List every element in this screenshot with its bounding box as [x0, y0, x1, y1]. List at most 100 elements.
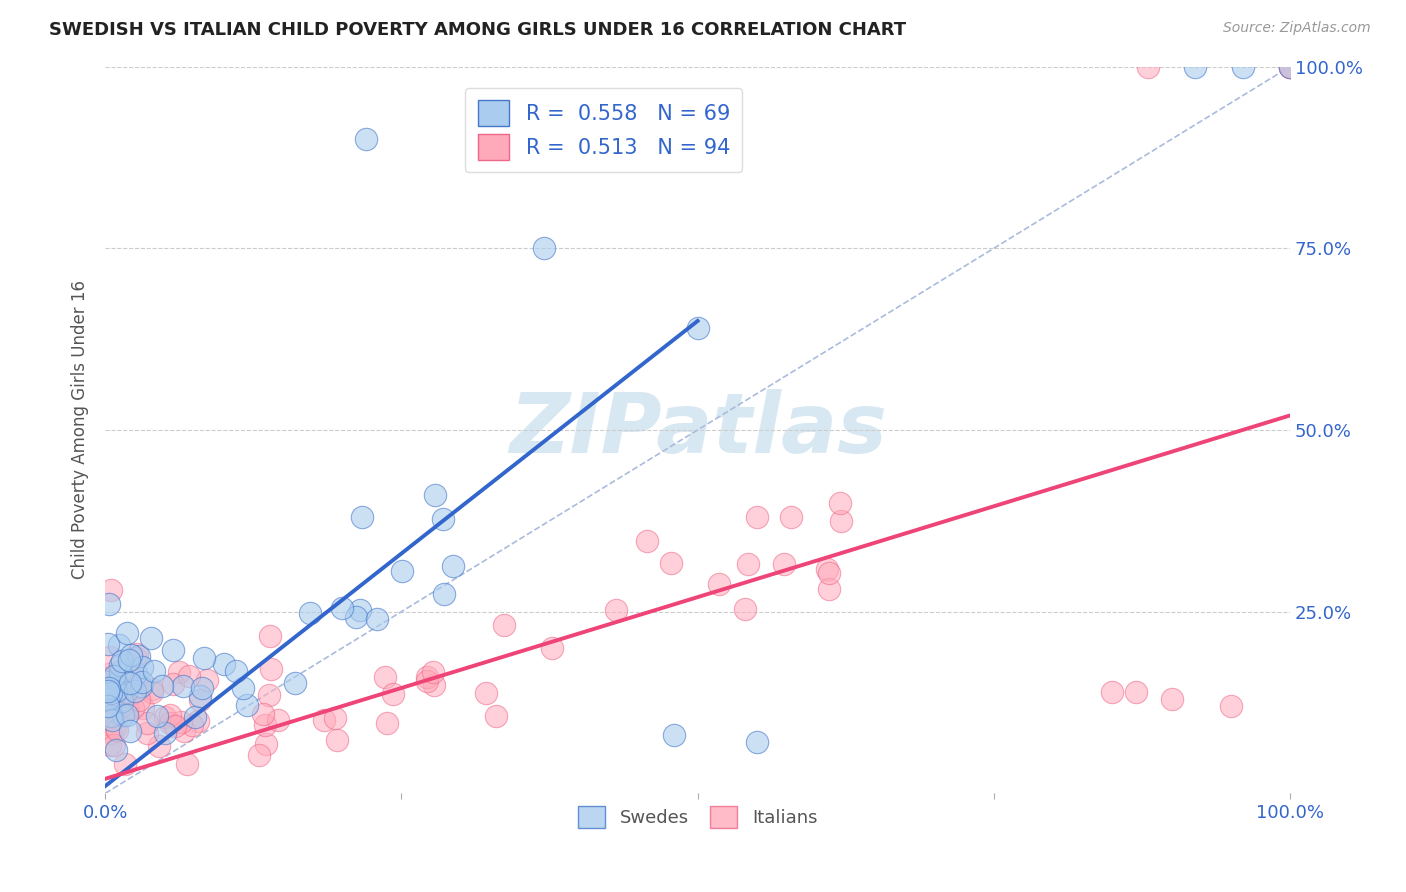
Point [257, 689, 280, 703]
Point [153, 710, 176, 724]
Point [432, 512, 454, 526]
Point [252, 706, 274, 721]
Point [830, 514, 852, 528]
Point [141, 685, 163, 699]
Point [131, 674, 153, 689]
Point [433, 587, 456, 601]
Point [115, 707, 138, 722]
Point [124, 666, 146, 681]
Point [97, 674, 120, 689]
Point [117, 701, 139, 715]
Point [114, 757, 136, 772]
Point [422, 678, 444, 692]
Point [100, 686, 122, 700]
Point [128, 648, 150, 663]
Point [540, 640, 562, 655]
Point [141, 682, 163, 697]
Point [492, 617, 515, 632]
Point [104, 720, 127, 734]
Point [187, 714, 209, 728]
Point [1279, 60, 1302, 74]
Point [104, 743, 127, 757]
Point [170, 714, 193, 729]
Point [111, 707, 134, 722]
Point [108, 638, 131, 652]
Point [485, 709, 508, 723]
Point [745, 510, 768, 524]
Point [173, 724, 195, 739]
Point [416, 670, 439, 684]
Point [382, 688, 405, 702]
Point [111, 654, 134, 668]
Point [475, 686, 498, 700]
Point [121, 701, 143, 715]
Point [108, 658, 131, 673]
Point [115, 690, 138, 704]
Point [1136, 60, 1159, 74]
Point [159, 708, 181, 723]
Text: SWEDISH VS ITALIAN CHILD POVERTY AMONG GIRLS UNDER 16 CORRELATION CHART: SWEDISH VS ITALIAN CHILD POVERTY AMONG G… [49, 21, 907, 38]
Point [162, 643, 184, 657]
Point [817, 582, 839, 597]
Point [350, 510, 373, 524]
Point [148, 739, 170, 753]
Point [110, 665, 132, 679]
Point [212, 657, 235, 671]
Text: ZIPatlas: ZIPatlas [509, 390, 887, 470]
Point [97, 691, 120, 706]
Point [98, 597, 121, 611]
Point [259, 629, 281, 643]
Point [734, 601, 756, 615]
Point [780, 510, 803, 524]
Point [441, 558, 464, 573]
Point [111, 698, 134, 713]
Point [1184, 60, 1206, 74]
Point [127, 647, 149, 661]
Point [422, 665, 444, 680]
Point [100, 726, 122, 740]
Point [391, 564, 413, 578]
Point [605, 603, 627, 617]
Point [103, 677, 125, 691]
Point [101, 713, 124, 727]
Point [136, 726, 159, 740]
Point [117, 625, 139, 640]
Point [284, 676, 307, 690]
Point [103, 693, 125, 707]
Point [100, 704, 122, 718]
Point [98, 650, 121, 665]
Point [167, 665, 190, 680]
Point [121, 670, 143, 684]
Point [105, 684, 128, 698]
Point [344, 609, 367, 624]
Point [176, 757, 198, 772]
Point [128, 693, 150, 707]
Point [325, 711, 347, 725]
Point [1279, 60, 1302, 74]
Point [163, 719, 186, 733]
Point [180, 718, 202, 732]
Legend: Swedes, Italians: Swedes, Italians [571, 798, 824, 835]
Text: Source: ZipAtlas.com: Source: ZipAtlas.com [1223, 21, 1371, 35]
Point [374, 669, 396, 683]
Point [131, 660, 153, 674]
Point [190, 689, 212, 703]
Point [177, 669, 200, 683]
Point [828, 496, 851, 510]
Point [253, 718, 276, 732]
Point [129, 679, 152, 693]
Point [141, 631, 163, 645]
Point [260, 662, 283, 676]
Point [98, 738, 121, 752]
Point [354, 132, 377, 146]
Point [97, 637, 120, 651]
Point [1232, 60, 1254, 74]
Point [707, 577, 730, 591]
Point [98, 666, 121, 681]
Point [662, 728, 685, 742]
Point [737, 557, 759, 571]
Point [132, 701, 155, 715]
Point [188, 693, 211, 707]
Point [745, 735, 768, 749]
Point [124, 650, 146, 665]
